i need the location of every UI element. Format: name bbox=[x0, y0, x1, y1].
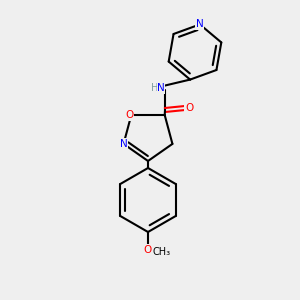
Text: H: H bbox=[151, 83, 159, 93]
Text: N: N bbox=[157, 83, 165, 93]
Text: N: N bbox=[120, 139, 128, 149]
Text: O: O bbox=[144, 245, 152, 255]
Text: CH₃: CH₃ bbox=[153, 247, 171, 257]
Text: O: O bbox=[125, 110, 134, 120]
Text: O: O bbox=[185, 103, 193, 113]
Text: N: N bbox=[196, 20, 204, 29]
